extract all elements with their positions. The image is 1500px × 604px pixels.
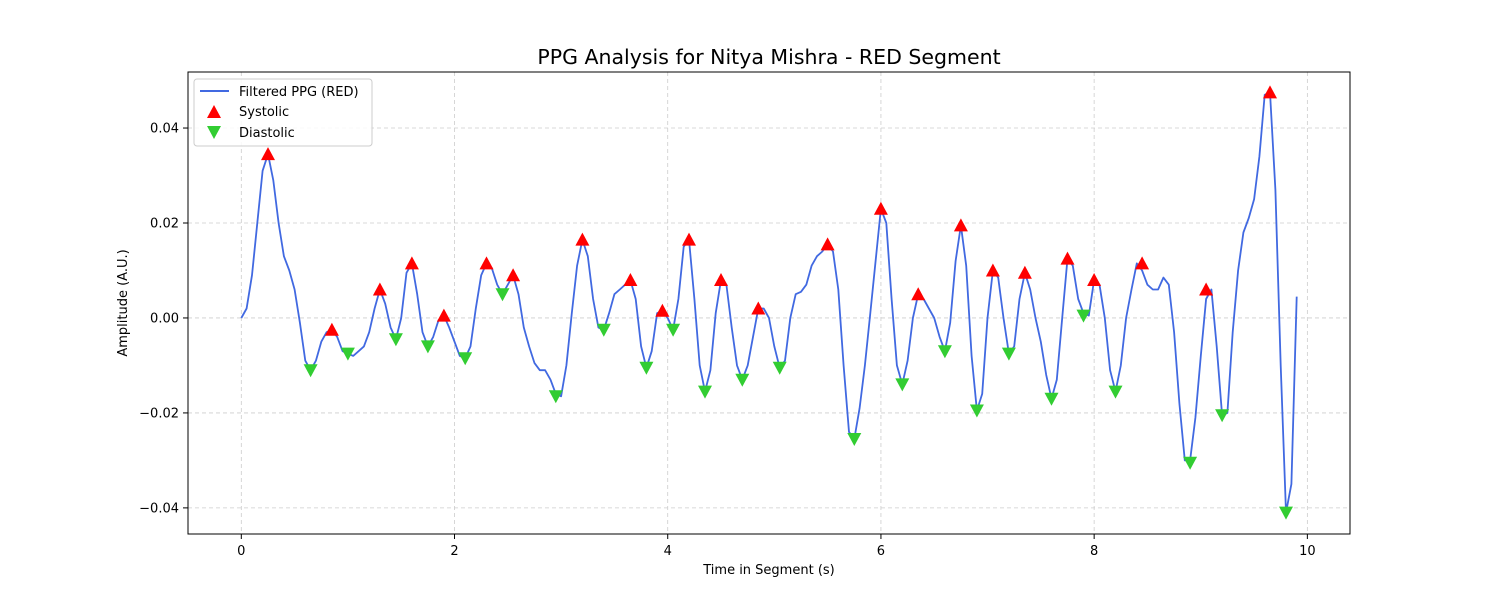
legend-label-systolic: Systolic bbox=[239, 105, 289, 120]
systolic-marker bbox=[372, 282, 387, 296]
legend-diastolic-marker bbox=[207, 126, 221, 139]
x-tick-label: 8 bbox=[1090, 544, 1098, 559]
diastolic-marker bbox=[420, 340, 435, 354]
diastolic-marker bbox=[458, 352, 473, 366]
diastolic-marker bbox=[548, 390, 563, 404]
systolic-marker bbox=[1017, 265, 1032, 279]
diastolic-marker bbox=[388, 333, 403, 347]
diastolic-marker bbox=[1076, 309, 1091, 323]
systolic-marker bbox=[261, 147, 275, 161]
series-line-filtered-ppg bbox=[240, 91, 1298, 514]
systolic-marker bbox=[324, 322, 339, 336]
diastolic-marker bbox=[666, 323, 681, 337]
systolic-marker bbox=[623, 273, 638, 286]
y-tick-label: −0.04 bbox=[139, 501, 179, 516]
systolic-marker bbox=[479, 256, 494, 270]
systolic-marker bbox=[1263, 85, 1277, 99]
x-tick-label: 6 bbox=[877, 544, 885, 559]
y-tick-label: 0.00 bbox=[150, 311, 179, 326]
diastolic-marker bbox=[596, 323, 611, 337]
legend-systolic-marker bbox=[207, 105, 221, 118]
systolic-marker bbox=[1087, 273, 1102, 286]
legend-label-diastolic: Diastolic bbox=[239, 126, 295, 141]
y-tick-label: 0.04 bbox=[150, 122, 179, 137]
systolic-marker bbox=[682, 232, 696, 246]
systolic-marker bbox=[985, 263, 1000, 277]
y-axis-label: Amplitude (A.U.) bbox=[116, 249, 131, 356]
systolic-marker bbox=[714, 273, 728, 286]
x-tick-label: 0 bbox=[237, 544, 245, 559]
diastolic-marker bbox=[937, 345, 952, 359]
systolic-marker bbox=[655, 303, 670, 317]
diastolic-marker bbox=[698, 385, 712, 399]
diastolic-marker bbox=[1279, 506, 1293, 520]
x-tick-label: 10 bbox=[1299, 544, 1316, 559]
diastolic-marker bbox=[772, 361, 787, 375]
plot-series bbox=[240, 85, 1298, 520]
diastolic-marker bbox=[639, 361, 654, 375]
legend: Filtered PPG (RED) Systolic Diastolic bbox=[193, 78, 373, 147]
diastolic-marker bbox=[735, 373, 750, 387]
diastolic-marker bbox=[1183, 456, 1198, 470]
systolic-marker bbox=[1199, 282, 1214, 296]
plot-frame bbox=[187, 71, 1351, 535]
diastolic-marker bbox=[1215, 409, 1230, 423]
x-axis-ticks: 0 2 4 6 8 10 bbox=[237, 534, 1316, 559]
systolic-marker bbox=[1060, 251, 1075, 265]
diastolic-marker bbox=[1044, 392, 1059, 406]
y-tick-label: 0.02 bbox=[150, 216, 179, 231]
chart-title: PPG Analysis for Nitya Mishra - RED Segm… bbox=[537, 45, 1000, 69]
diastolic-marker bbox=[969, 404, 984, 418]
grid-lines bbox=[188, 72, 1350, 534]
diastolic-marker bbox=[1001, 347, 1016, 361]
systolic-marker bbox=[751, 301, 766, 315]
systolic-marker bbox=[911, 287, 926, 301]
systolic-marker bbox=[953, 218, 968, 232]
x-tick-label: 4 bbox=[664, 544, 672, 559]
systolic-marker bbox=[436, 308, 451, 322]
systolic-marker bbox=[506, 268, 521, 282]
diastolic-marker bbox=[495, 288, 510, 302]
systolic-marker bbox=[873, 201, 888, 215]
diastolic-marker bbox=[340, 347, 355, 361]
systolic-marker bbox=[404, 256, 419, 270]
systolic-marker bbox=[1135, 256, 1150, 270]
y-tick-label: −0.02 bbox=[139, 406, 179, 421]
diastolic-marker bbox=[1108, 385, 1123, 399]
y-axis-ticks: −0.04 −0.02 0.00 0.02 0.04 bbox=[139, 122, 188, 516]
systolic-marker bbox=[820, 237, 835, 251]
x-axis-label: Time in Segment (s) bbox=[702, 563, 834, 578]
diastolic-marker bbox=[847, 433, 862, 446]
diastolic-marker bbox=[895, 378, 910, 392]
x-tick-label: 2 bbox=[450, 544, 458, 559]
diastolic-marker bbox=[303, 364, 318, 378]
systolic-marker bbox=[575, 232, 590, 246]
legend-box bbox=[193, 78, 373, 147]
legend-label-filtered: Filtered PPG (RED) bbox=[239, 85, 359, 100]
